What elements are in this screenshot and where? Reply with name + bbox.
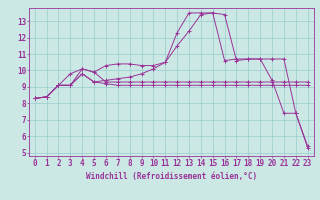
X-axis label: Windchill (Refroidissement éolien,°C): Windchill (Refroidissement éolien,°C) [86, 172, 257, 181]
